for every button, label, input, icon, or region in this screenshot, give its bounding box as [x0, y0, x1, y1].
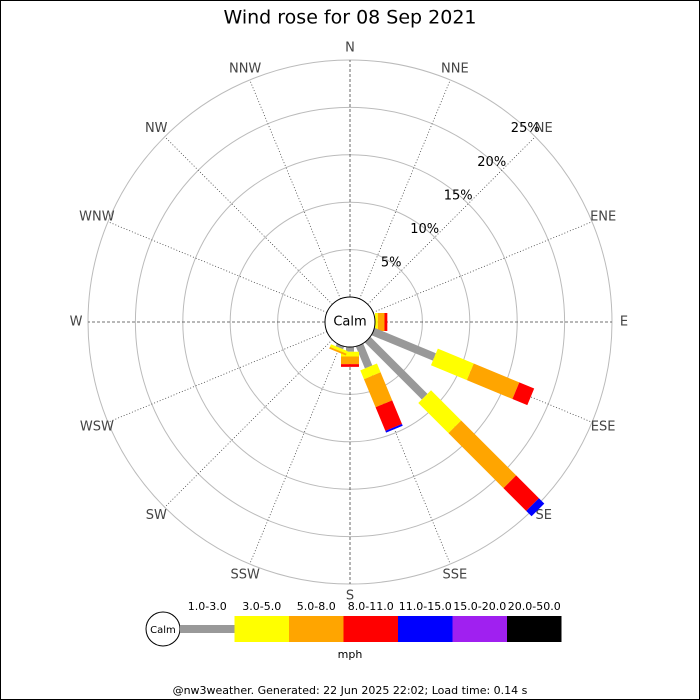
legend-swatch	[452, 616, 507, 642]
spoke	[107, 221, 328, 313]
spoke	[372, 221, 593, 313]
legend-swatch	[234, 616, 289, 642]
r-tick-label: 10%	[410, 222, 439, 237]
legend-swatch	[398, 616, 453, 642]
grid-ring	[229, 201, 471, 443]
direction-label: SSE	[442, 568, 467, 583]
direction-label: ENE	[590, 210, 616, 225]
unit-label: mph	[338, 648, 363, 661]
bar-segment	[430, 348, 474, 381]
legend-calm-label: Calm	[150, 625, 176, 636]
r-tick-label: 15%	[444, 188, 473, 203]
direction-label: S	[346, 589, 354, 604]
legend-label: 3.0-5.0	[242, 600, 281, 613]
bar-segment	[503, 475, 539, 511]
direction-label: NNE	[441, 61, 469, 76]
spoke	[107, 331, 328, 423]
legend-label: 5.0-8.0	[297, 600, 336, 613]
legend-label: 11.0-15.0	[399, 600, 452, 613]
grid-ring	[134, 106, 566, 538]
legend-swatch	[343, 616, 398, 642]
direction-label: SSW	[230, 568, 260, 583]
bar-segment	[371, 327, 436, 361]
bar-segment	[329, 344, 348, 354]
legend-swatch	[507, 616, 562, 642]
r-tick-label: 5%	[381, 255, 402, 270]
spoke	[164, 136, 333, 305]
bar-segment	[375, 400, 402, 431]
footer: @nw3weather. Generated: 22 Jun 2025 22:0…	[173, 684, 528, 697]
spoke	[249, 344, 341, 565]
direction-label: ESE	[591, 419, 616, 434]
bar-segment	[363, 372, 393, 408]
bar-segment	[466, 363, 520, 400]
spoke	[249, 79, 341, 300]
bar-segment	[526, 498, 545, 517]
legend-swatch	[289, 616, 344, 642]
bar-segment	[329, 346, 347, 356]
legend-label: 20.0-50.0	[508, 600, 561, 613]
calm-label: Calm	[333, 315, 366, 330]
bar-segment	[364, 336, 428, 400]
legend-label: 15.0-20.0	[453, 600, 506, 613]
direction-label: SE	[536, 508, 552, 523]
calm-circle	[324, 296, 376, 348]
direction-label: WNW	[79, 210, 115, 225]
spoke	[359, 79, 451, 300]
bar-segment	[418, 390, 462, 434]
bar-segment	[448, 420, 517, 489]
direction-label: W	[70, 315, 83, 330]
bar-segment	[512, 382, 535, 406]
legend-label: 1.0-3.0	[188, 600, 227, 613]
r-tick-label: 20%	[477, 155, 506, 170]
direction-label: N	[345, 41, 355, 56]
bar-segment	[360, 363, 381, 380]
direction-label: WSW	[80, 419, 114, 434]
r-tick-label: 25%	[511, 121, 540, 136]
bar-segment	[355, 343, 373, 369]
spoke	[164, 339, 333, 508]
direction-label: SW	[146, 508, 167, 523]
bar-segment	[385, 423, 403, 433]
direction-label: NE	[535, 121, 553, 136]
direction-label: NNW	[229, 61, 261, 76]
chart-title: Wind rose for 08 Sep 2021	[223, 7, 476, 29]
spoke	[367, 136, 536, 305]
direction-label: E	[620, 315, 628, 330]
legend-label: 8.0-11.0	[348, 600, 394, 613]
direction-label: NW	[145, 121, 168, 136]
